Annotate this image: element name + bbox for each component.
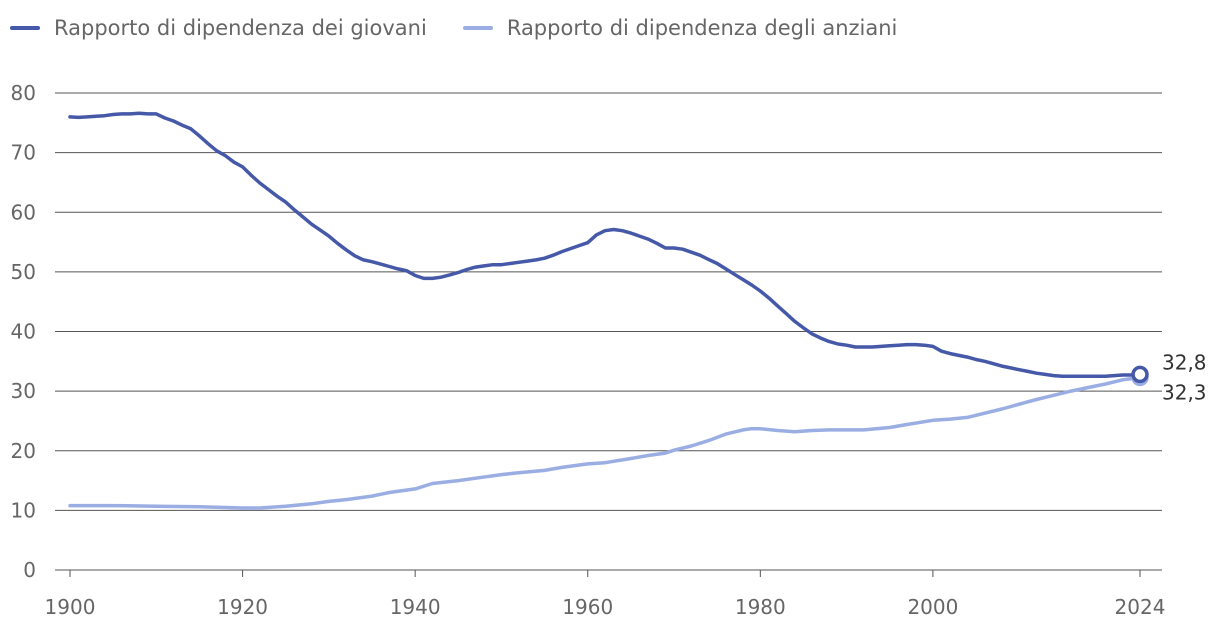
series-line-young — [68, 111, 1142, 378]
y-tick-label: 40 — [11, 320, 36, 344]
y-tick-label: 70 — [11, 141, 36, 165]
x-tick-label: 1940 — [390, 595, 441, 619]
chart-legend: Rapporto di dipendenza dei giovani Rappo… — [10, 10, 897, 46]
x-tick-label: 2000 — [907, 595, 958, 619]
y-tick-label: 30 — [11, 379, 36, 403]
end-label-young: 32,8 — [1162, 350, 1207, 374]
legend-label-old: Rapporto di dipendenza degli anziani — [506, 16, 898, 40]
legend-item-young: Rapporto di dipendenza dei giovani — [10, 16, 427, 40]
legend-item-old: Rapporto di dipendenza degli anziani — [462, 16, 898, 40]
y-tick-label: 60 — [11, 200, 36, 224]
y-tick-label: 50 — [11, 260, 36, 284]
y-tick-label: 20 — [11, 439, 36, 463]
end-label-old: 32,3 — [1162, 380, 1207, 404]
legend-label-young: Rapporto di dipendenza dei giovani — [54, 16, 427, 40]
x-tick-label: 1980 — [735, 595, 786, 619]
y-tick-label: 80 — [11, 81, 36, 105]
x-tick-label: 1900 — [45, 595, 96, 619]
series-line-old — [68, 375, 1142, 510]
end-marker-young — [1131, 365, 1149, 384]
y-tick-label: 0 — [23, 558, 36, 582]
legend-swatch-old — [462, 26, 493, 30]
x-tick-label: 1920 — [217, 595, 268, 619]
legend-swatch-young — [10, 26, 40, 30]
x-tick-label: 2024 — [1115, 595, 1166, 619]
y-tick-label: 10 — [11, 498, 36, 522]
x-tick-label: 1960 — [562, 595, 613, 619]
